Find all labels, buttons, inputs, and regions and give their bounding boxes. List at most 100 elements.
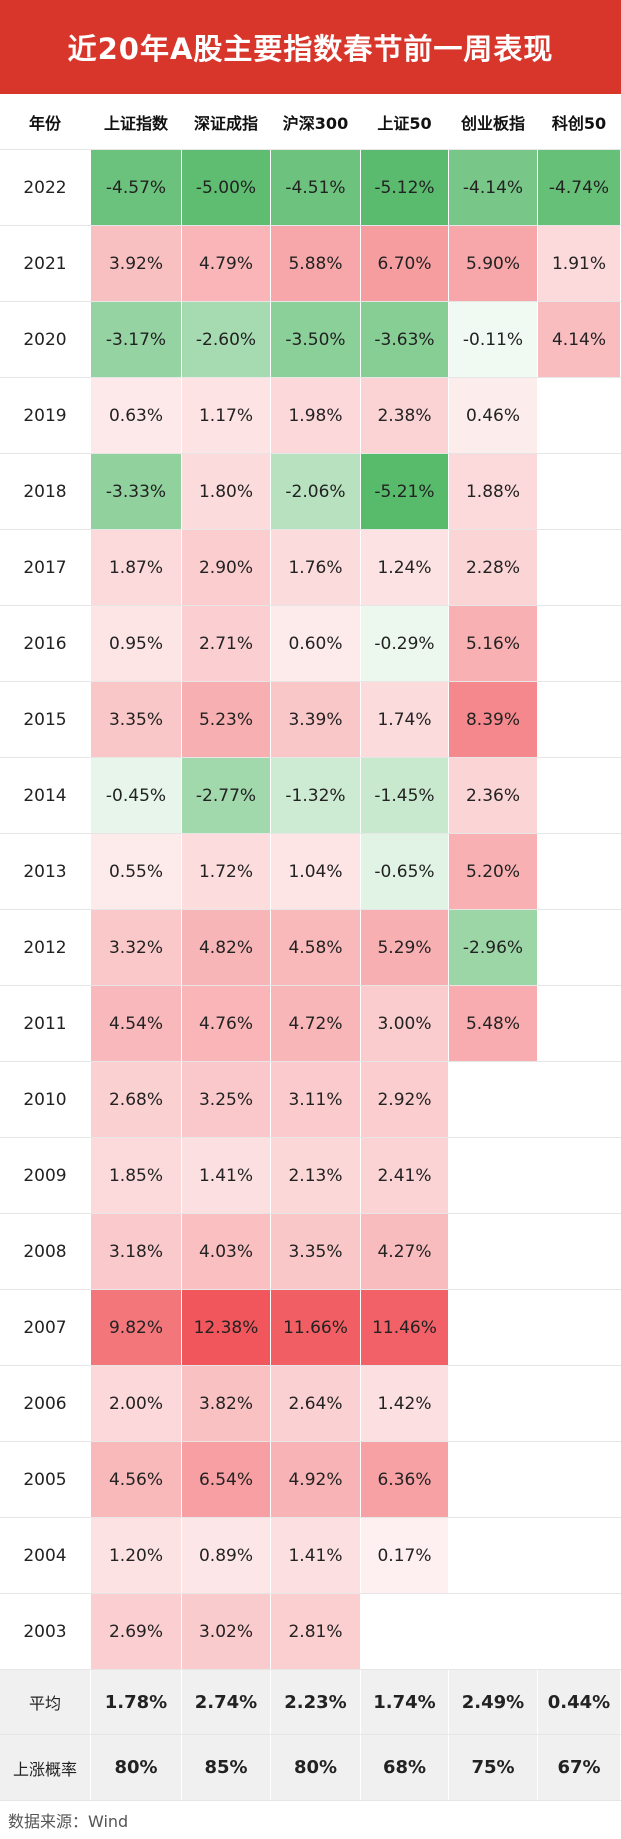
table-row: 2021 3.92% 4.79% 5.88% 6.70% 5.90% 1.91% [0,226,621,302]
value-cell: 5.90% [449,226,538,301]
table-body: 2022 -4.57% -5.00% -4.51% -5.12% -4.14% -4.74%… [0,150,621,1670]
value-cell: 3.18% [91,1214,182,1289]
value-cell: 2.00% [91,1366,182,1441]
value-cell: 2.69% [91,1594,182,1669]
value-cell: -3.33% [91,454,182,529]
year-cell: 2014 [0,758,91,833]
value-cell: 1.24% [361,530,449,605]
value-cell: -4.51% [271,150,361,225]
value-cell: 4.58% [271,910,361,985]
header-chinext: 创业板指 [449,94,538,149]
value-cell: 5.88% [271,226,361,301]
value-cell [538,758,621,833]
header-sse50: 上证50 [361,94,449,149]
value-cell [449,1290,538,1365]
value-cell: 2.36% [449,758,538,833]
value-cell: 2.41% [361,1138,449,1213]
source-note: 数据来源：Wind [8,1812,129,1831]
table-row: 2009 1.85% 1.41% 2.13% 2.41% [0,1138,621,1214]
table-row: 2011 4.54% 4.76% 4.72% 3.00% 5.48% [0,986,621,1062]
value-cell: -1.45% [361,758,449,833]
value-cell: 3.35% [91,682,182,757]
header-shenzhen-component: 深证成指 [182,94,271,149]
value-cell: 12.38% [182,1290,271,1365]
value-cell: 1.87% [91,530,182,605]
value-cell: 3.00% [361,986,449,1061]
value-cell: 0.60% [271,606,361,681]
year-cell: 2005 [0,1442,91,1517]
header-shanghai-composite: 上证指数 [91,94,182,149]
summary-row: 上涨概率 80% 85% 80% 68% 75% 67% [0,1735,621,1801]
summary-value: 1.78% [91,1670,182,1734]
table-row: 2018 -3.33% 1.80% -2.06% -5.21% 1.88% [0,454,621,530]
value-cell: 1.41% [182,1138,271,1213]
value-cell: 3.39% [271,682,361,757]
table-row: 2010 2.68% 3.25% 3.11% 2.92% [0,1062,621,1138]
table-row: 2004 1.20% 0.89% 1.41% 0.17% [0,1518,621,1594]
value-cell: 0.55% [91,834,182,909]
value-cell: 1.85% [91,1138,182,1213]
value-cell: -2.60% [182,302,271,377]
value-cell: 2.81% [271,1594,361,1669]
value-cell: 2.13% [271,1138,361,1213]
summary-value: 68% [361,1735,449,1800]
value-cell: -3.17% [91,302,182,377]
page-title: 近20年A股主要指数春节前一周表现 [0,0,621,94]
summary-label: 平均 [0,1670,91,1734]
value-cell: 4.79% [182,226,271,301]
value-cell: 4.82% [182,910,271,985]
value-cell: 5.48% [449,986,538,1061]
summary-value: 75% [449,1735,538,1800]
value-cell: 4.14% [538,302,621,377]
value-cell: -3.50% [271,302,361,377]
value-cell: 2.38% [361,378,449,453]
value-cell: -3.63% [361,302,449,377]
value-cell: 8.39% [449,682,538,757]
value-cell: -0.11% [449,302,538,377]
value-cell: 11.46% [361,1290,449,1365]
value-cell: -4.74% [538,150,621,225]
summary-value: 67% [538,1735,621,1800]
summary-value: 1.74% [361,1670,449,1734]
value-cell: 1.76% [271,530,361,605]
year-cell: 2020 [0,302,91,377]
value-cell [538,1138,621,1213]
year-cell: 2013 [0,834,91,909]
value-cell: 2.68% [91,1062,182,1137]
value-cell: 6.36% [361,1442,449,1517]
performance-table: 年份 上证指数 深证成指 沪深300 上证50 创业板指 科创50 2022 -4… [0,94,621,1801]
summary-value: 80% [271,1735,361,1800]
value-cell: 3.25% [182,1062,271,1137]
value-cell: 6.54% [182,1442,271,1517]
value-cell [538,1214,621,1289]
table-summary: 平均 1.78% 2.74% 2.23% 1.74% 2.49% 0.44% 上涨概率 80% 8… [0,1670,621,1801]
value-cell: -0.29% [361,606,449,681]
year-cell: 2017 [0,530,91,605]
value-cell: 0.89% [182,1518,271,1593]
summary-value: 85% [182,1735,271,1800]
value-cell: 4.27% [361,1214,449,1289]
header-year: 年份 [0,94,91,149]
summary-label: 上涨概率 [0,1735,91,1800]
value-cell: 1.98% [271,378,361,453]
value-cell [449,1442,538,1517]
value-cell: 1.20% [91,1518,182,1593]
value-cell: 3.82% [182,1366,271,1441]
value-cell: 0.46% [449,378,538,453]
value-cell: 1.42% [361,1366,449,1441]
value-cell [538,1594,621,1669]
value-cell: -5.21% [361,454,449,529]
value-cell: 2.71% [182,606,271,681]
value-cell: 4.03% [182,1214,271,1289]
value-cell: -2.96% [449,910,538,985]
value-cell: 11.66% [271,1290,361,1365]
year-cell: 2007 [0,1290,91,1365]
summary-value: 2.49% [449,1670,538,1734]
table-row: 2017 1.87% 2.90% 1.76% 1.24% 2.28% [0,530,621,606]
value-cell [449,1062,538,1137]
year-cell: 2016 [0,606,91,681]
value-cell: -4.14% [449,150,538,225]
summary-value: 2.74% [182,1670,271,1734]
value-cell: 2.90% [182,530,271,605]
value-cell: 2.28% [449,530,538,605]
